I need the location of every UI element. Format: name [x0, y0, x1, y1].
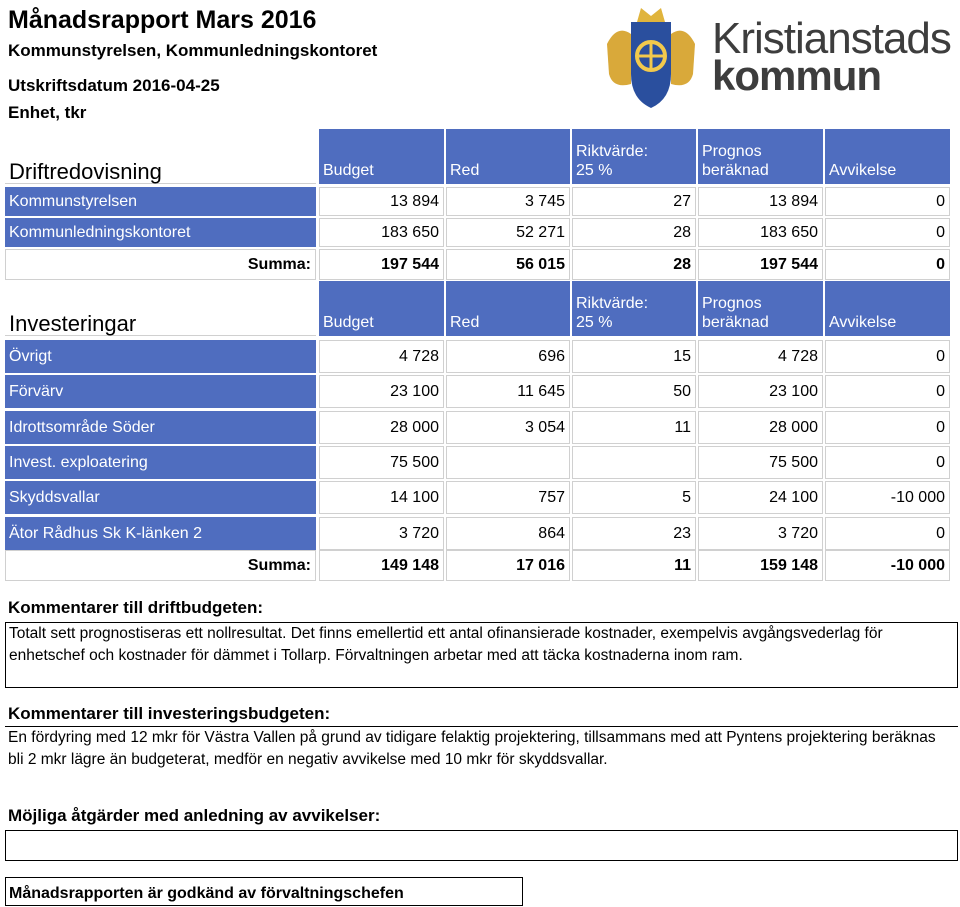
cell: 183 650 — [319, 218, 444, 247]
print-date: Utskriftsdatum 2016-04-25 — [8, 76, 220, 95]
cell: 0 — [825, 187, 950, 216]
cell: 3 745 — [446, 187, 570, 216]
total-cell: 149 148 — [319, 550, 444, 581]
cell: 3 054 — [446, 411, 570, 444]
row-label: Förvärv — [5, 375, 316, 408]
cell: 5 — [572, 481, 696, 514]
column-header: Riktvärde: 25 % — [572, 281, 696, 336]
cell: 0 — [825, 446, 950, 479]
total-cell: 56 015 — [446, 249, 570, 280]
cell: 75 500 — [319, 446, 444, 479]
column-header: Red — [446, 281, 570, 336]
approval-box: Månadsrapporten är godkänd av förvaltnin… — [5, 877, 523, 906]
comment-box — [5, 830, 958, 861]
row-label: Kommunstyrelsen — [5, 187, 316, 216]
total-cell: 197 544 — [698, 249, 823, 280]
cell: 23 — [572, 517, 696, 550]
cell: 11 645 — [446, 375, 570, 408]
comment-box: Totalt sett prognostiseras ett nollresul… — [5, 622, 958, 688]
total-cell: 0 — [825, 249, 950, 280]
row-label: Invest. exploatering — [5, 446, 316, 479]
cell: 28 000 — [319, 411, 444, 444]
column-header: Budget — [319, 281, 444, 336]
cell: 27 — [572, 187, 696, 216]
cell: 183 650 — [698, 218, 823, 247]
cell: -10 000 — [825, 481, 950, 514]
row-label: Skyddsvallar — [5, 481, 316, 514]
logo-crest — [607, 8, 695, 108]
cell: 13 894 — [698, 187, 823, 216]
cell: 14 100 — [319, 481, 444, 514]
title: Månadsrapport Mars 2016 — [8, 6, 317, 34]
cell: 696 — [446, 340, 570, 373]
total-label: Summa: — [5, 249, 316, 280]
logo-text: Kristianstads — [712, 14, 952, 63]
cell: 28 000 — [698, 411, 823, 444]
cell: 0 — [825, 340, 950, 373]
comment-heading: Kommentarer till investeringsbudgeten: — [8, 704, 331, 723]
cell: 757 — [446, 481, 570, 514]
row-label: Ätor Rådhus Sk K-länken 2 — [5, 517, 316, 550]
cell: 3 720 — [698, 517, 823, 550]
cell: 23 100 — [319, 375, 444, 408]
unit: Enhet, tkr — [8, 103, 87, 122]
column-header: Avvikelse — [825, 129, 950, 184]
cell: 23 100 — [698, 375, 823, 408]
cell: 75 500 — [698, 446, 823, 479]
total-label: Summa: — [5, 550, 316, 581]
column-header: Red — [446, 129, 570, 184]
cell — [446, 446, 570, 479]
total-cell: 197 544 — [319, 249, 444, 280]
cell: 13 894 — [319, 187, 444, 216]
cell: 28 — [572, 218, 696, 247]
cell: 4 728 — [319, 340, 444, 373]
total-cell: -10 000 — [825, 550, 950, 581]
total-cell: 28 — [572, 249, 696, 280]
cell: 15 — [572, 340, 696, 373]
cell: 52 271 — [446, 218, 570, 247]
cell: 0 — [825, 517, 950, 550]
cell: 11 — [572, 411, 696, 444]
comment-box: En fördyring med 12 mkr för Västra Valle… — [5, 726, 958, 792]
total-cell: 17 016 — [446, 550, 570, 581]
total-cell: 159 148 — [698, 550, 823, 581]
cell: 3 720 — [319, 517, 444, 550]
subtitle: Kommunstyrelsen, Kommunledningskontoret — [8, 41, 378, 60]
cell — [572, 446, 696, 479]
section-title: Investeringar — [5, 281, 316, 336]
cell: 0 — [825, 411, 950, 444]
logo-text: kommun — [712, 52, 882, 99]
row-label: Kommunledningskontoret — [5, 218, 316, 247]
section-title: Driftredovisning — [5, 129, 316, 184]
column-header: Avvikelse — [825, 281, 950, 336]
column-header: Budget — [319, 129, 444, 184]
comment-heading: Kommentarer till driftbudgeten: — [8, 598, 264, 617]
cell: 0 — [825, 218, 950, 247]
cell: 864 — [446, 517, 570, 550]
row-label: Övrigt — [5, 340, 316, 373]
column-header: Riktvärde: 25 % — [572, 129, 696, 184]
cell: 4 728 — [698, 340, 823, 373]
cell: 24 100 — [698, 481, 823, 514]
comment-heading: Möjliga åtgärder med anledning av avvike… — [8, 806, 381, 825]
cell: 0 — [825, 375, 950, 408]
column-header: Prognos beräknad — [698, 281, 823, 336]
cell: 50 — [572, 375, 696, 408]
total-cell: 11 — [572, 550, 696, 581]
column-header: Prognos beräknad — [698, 129, 823, 184]
row-label: Idrottsområde Söder — [5, 411, 316, 444]
